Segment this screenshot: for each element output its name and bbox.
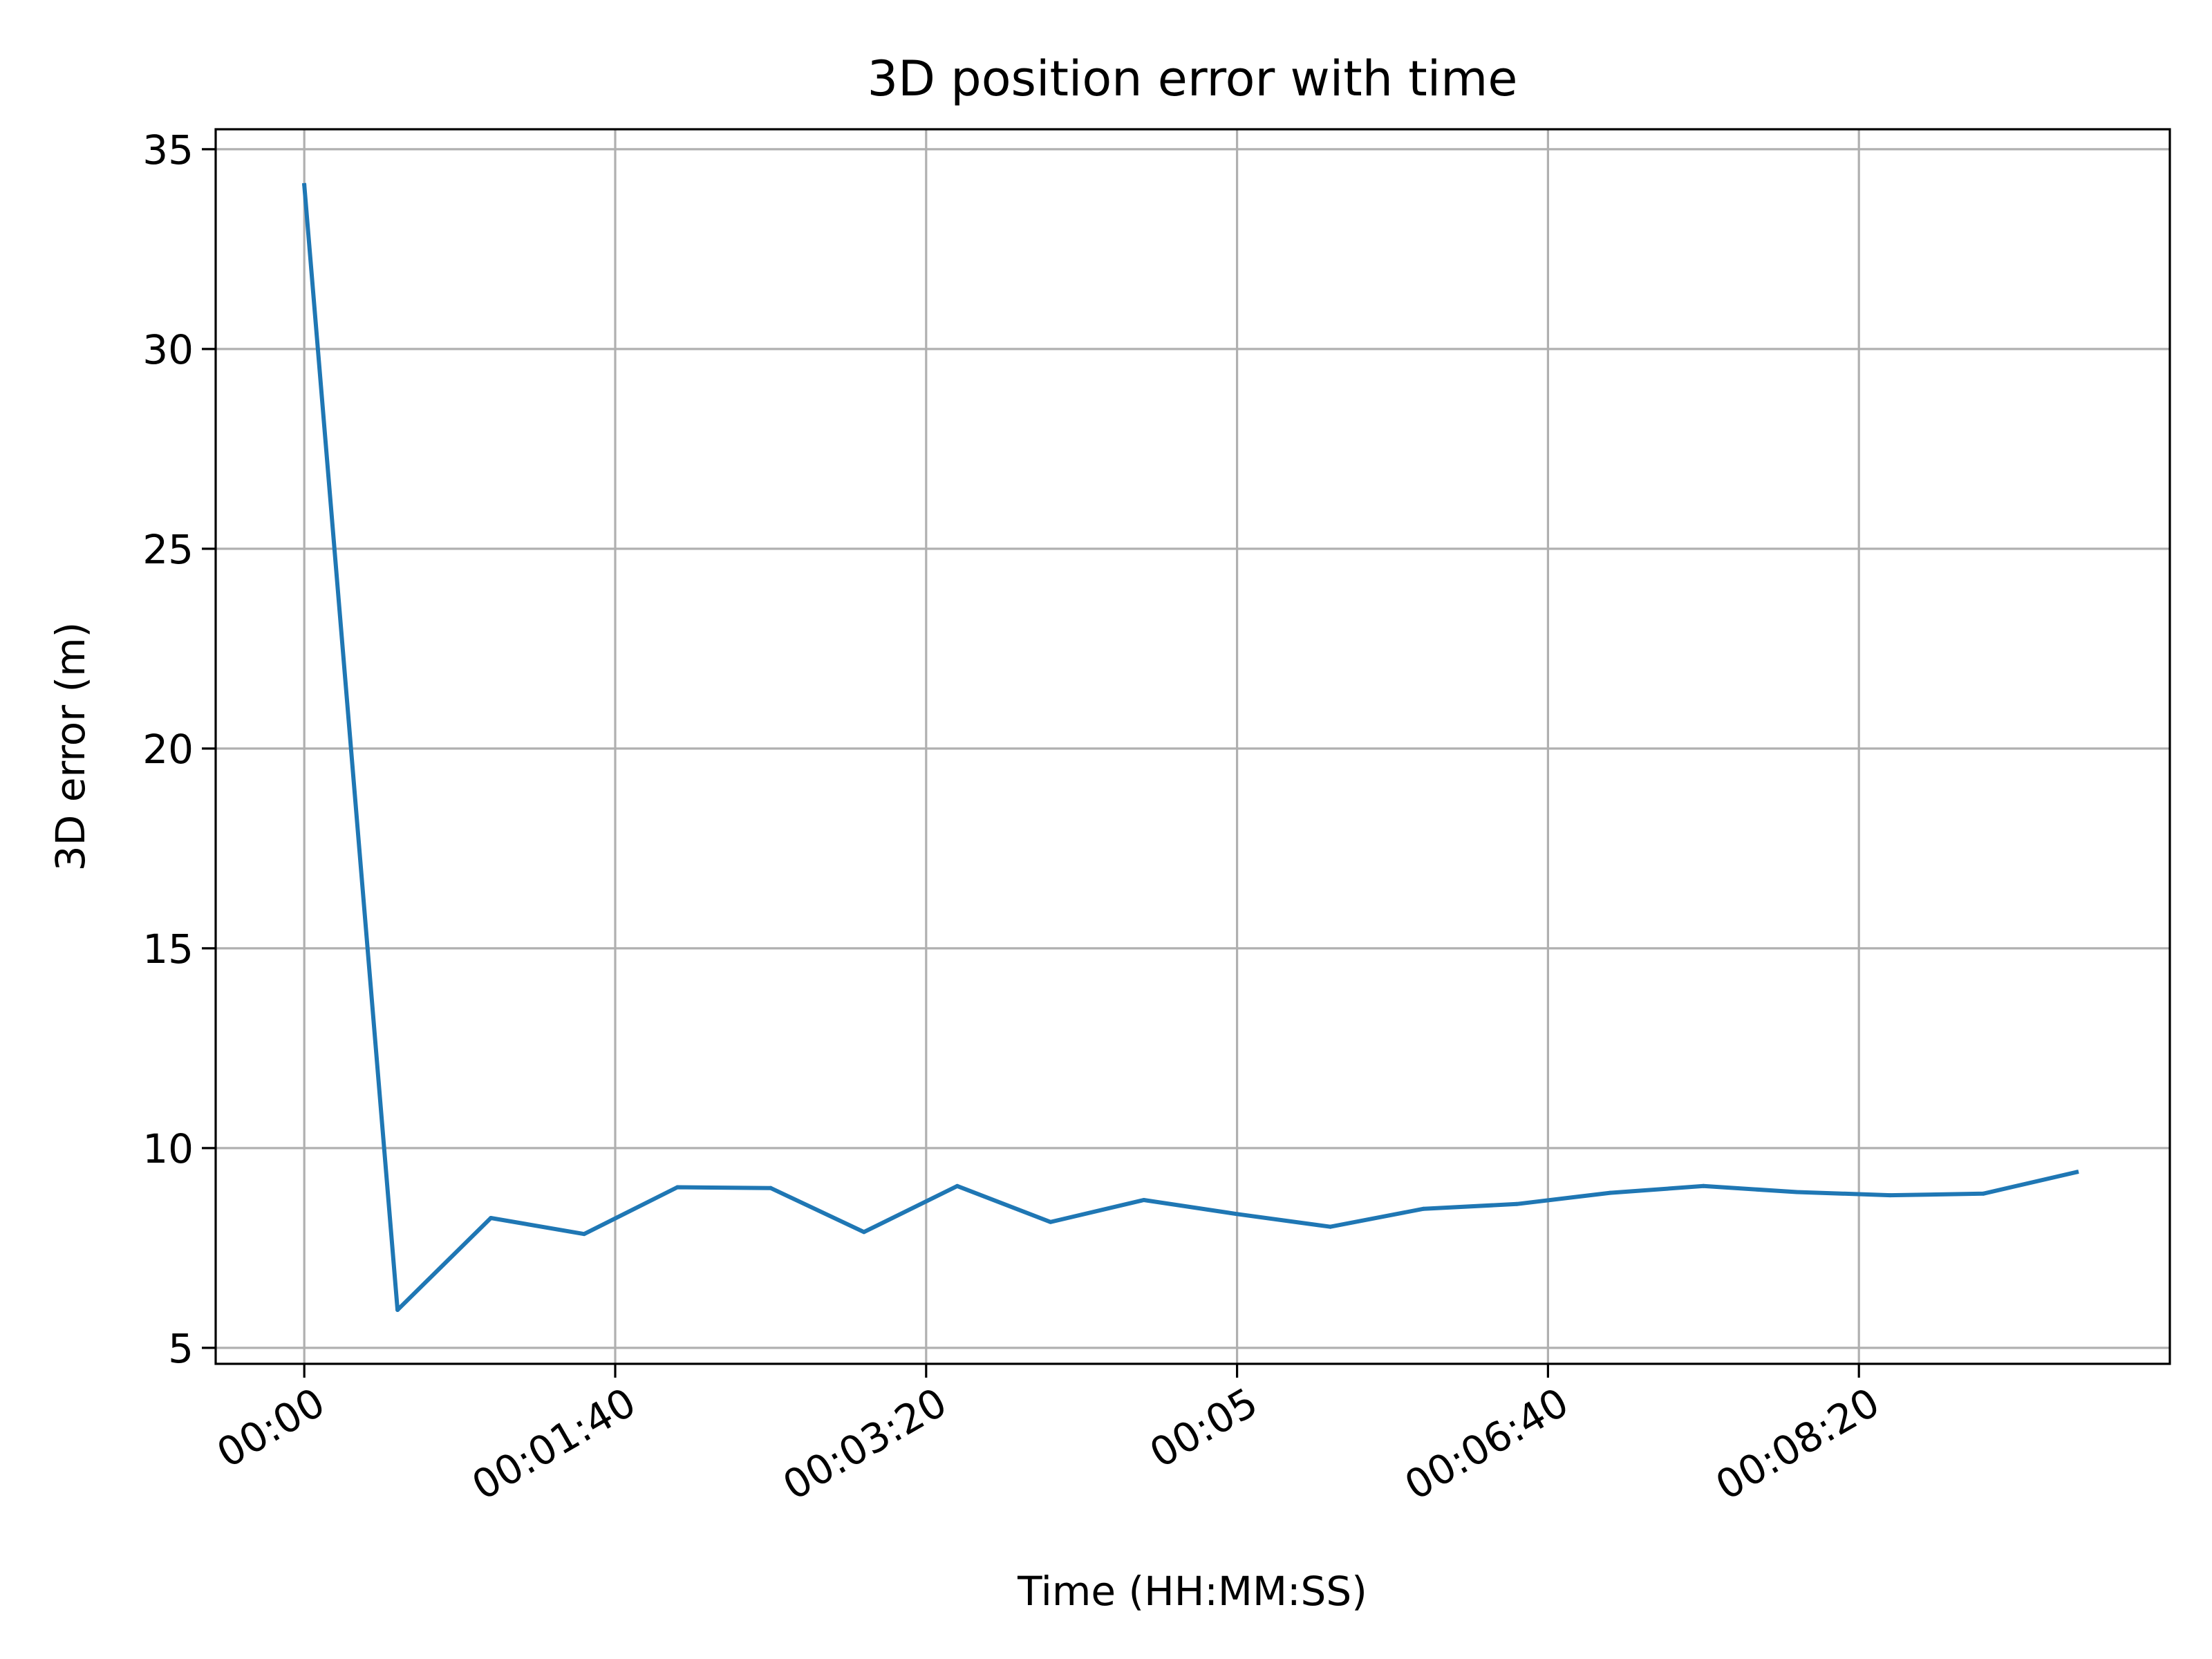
data-point [2074, 1170, 2079, 1174]
data-point [1794, 1190, 1799, 1194]
data-point [302, 182, 307, 187]
x-tick-label: 00:03:20 [775, 1378, 955, 1509]
data-point [1981, 1191, 1986, 1196]
y-tick-label: 35 [142, 126, 194, 174]
data-point [1701, 1183, 1706, 1188]
axes-frame [214, 128, 2171, 1365]
x-tick-label: 00:08:20 [1708, 1378, 1888, 1509]
data-point [582, 1232, 587, 1237]
y-tick-label: 20 [142, 726, 194, 773]
data-point [768, 1185, 773, 1190]
data-point [1141, 1198, 1146, 1203]
plot-area [301, 182, 2079, 1312]
data-point [1235, 1212, 1239, 1217]
x-axis-label: Time (HH:MM:SS) [1017, 1568, 1367, 1615]
y-tick-label: 30 [142, 326, 194, 373]
grid [216, 129, 2170, 1364]
y-axis-label: 3D error (m) [47, 622, 94, 872]
y-tick-label: 25 [142, 526, 194, 573]
data-point [861, 1230, 866, 1235]
data-point [489, 1216, 494, 1221]
y-tick-label: 15 [142, 926, 194, 973]
x-tick-label: 00:06:40 [1397, 1378, 1577, 1509]
data-point [1608, 1190, 1613, 1195]
data-point [1421, 1206, 1426, 1211]
data-point [675, 1185, 679, 1190]
x-tick-label: 00:00 [209, 1378, 332, 1477]
data-point [955, 1183, 959, 1188]
data-point [1048, 1219, 1053, 1224]
x-tick-label: 00:05 [1142, 1378, 1266, 1477]
series-line [301, 182, 2079, 1312]
data-point [1515, 1201, 1519, 1206]
x-tick-label: 00:01:40 [464, 1378, 644, 1509]
data-point [1328, 1224, 1333, 1229]
data-point [1888, 1193, 1893, 1198]
data-point [395, 1307, 400, 1312]
y-tick-label: 5 [168, 1325, 194, 1372]
chart-title: 3D position error with time [868, 50, 1518, 107]
y-tick-label: 10 [142, 1125, 194, 1172]
